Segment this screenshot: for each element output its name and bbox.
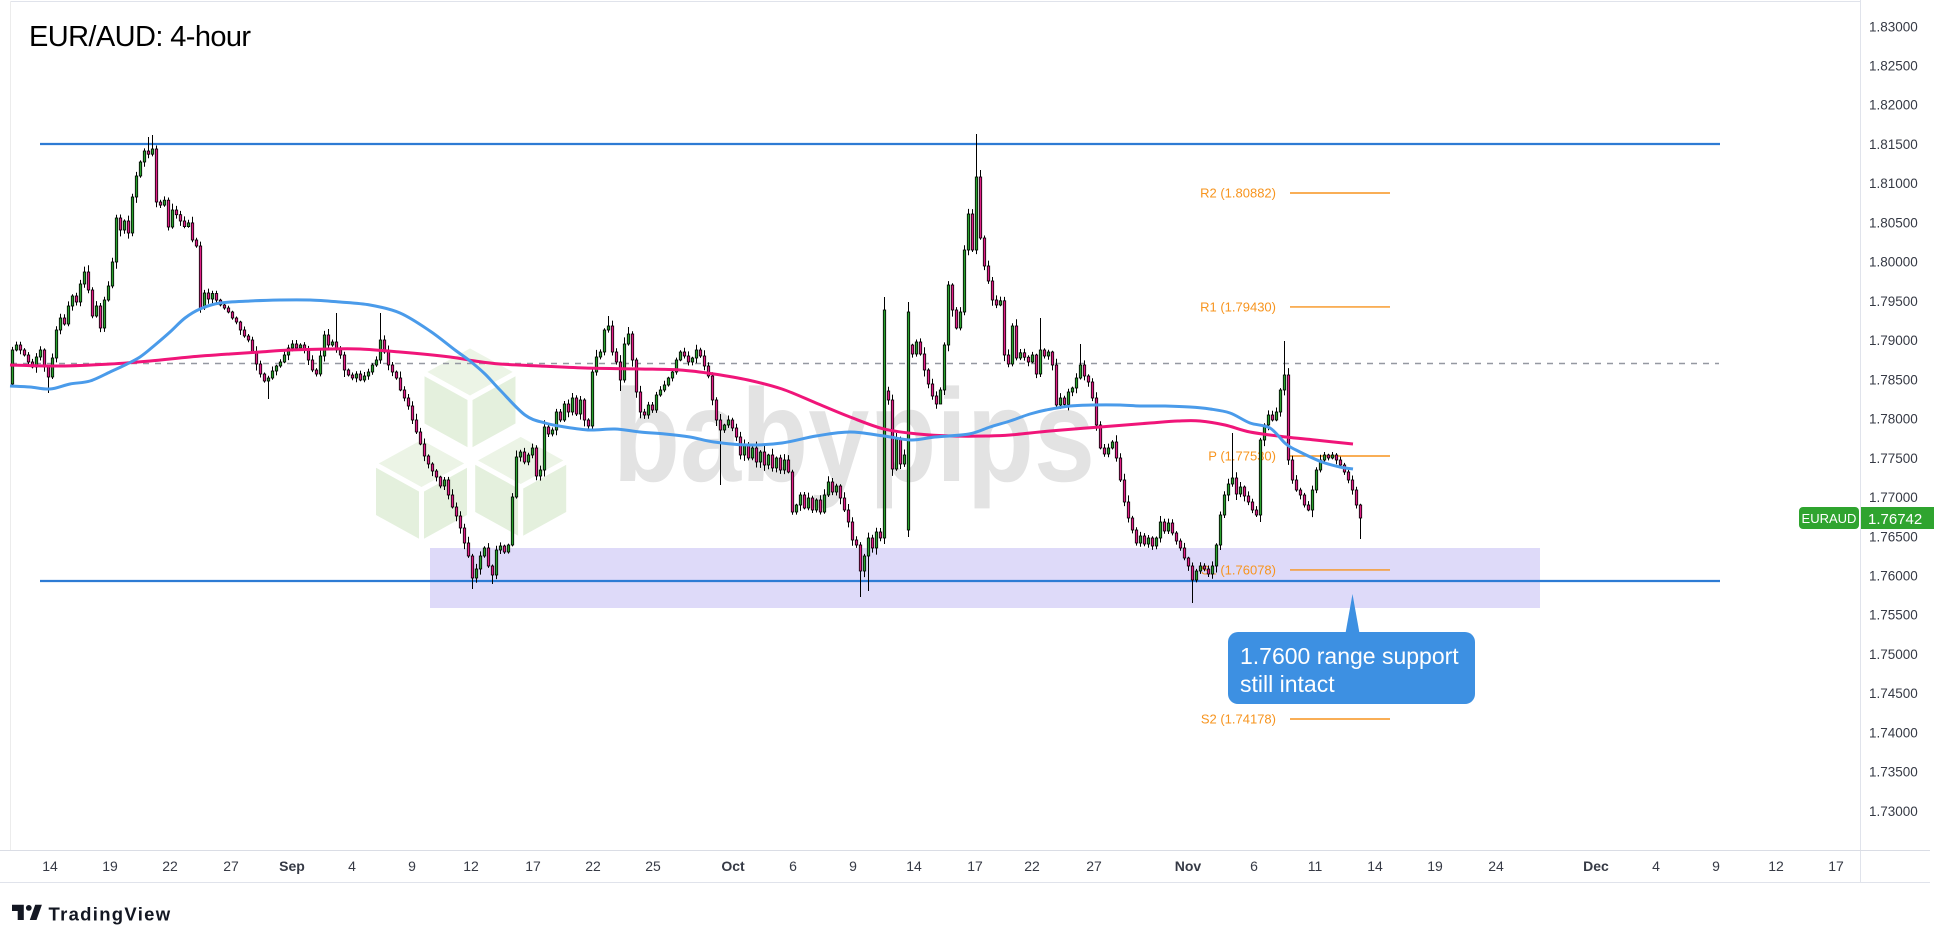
svg-text:1.79000: 1.79000 [1869, 333, 1918, 348]
svg-text:1.82500: 1.82500 [1869, 59, 1918, 74]
svg-text:1.79500: 1.79500 [1869, 294, 1918, 309]
svg-text:6: 6 [1250, 858, 1258, 874]
svg-text:17: 17 [525, 858, 541, 874]
svg-text:14: 14 [42, 858, 58, 874]
svg-text:Oct: Oct [721, 858, 745, 874]
svg-text:1.83000: 1.83000 [1869, 19, 1918, 34]
svg-text:1.74500: 1.74500 [1869, 686, 1918, 701]
svg-text:9: 9 [408, 858, 416, 874]
svg-text:22: 22 [1024, 858, 1040, 874]
svg-text:1.76000: 1.76000 [1869, 569, 1918, 584]
svg-text:S1 (1.76078): S1 (1.76078) [1201, 562, 1276, 577]
svg-text:1.73500: 1.73500 [1869, 765, 1918, 780]
svg-text:1.7600 range support: 1.7600 range support [1240, 643, 1459, 669]
svg-text:19: 19 [1427, 858, 1443, 874]
svg-text:1.78500: 1.78500 [1869, 372, 1918, 387]
svg-text:Sep: Sep [279, 858, 305, 874]
svg-text:Dec: Dec [1583, 858, 1609, 874]
svg-text:1.75500: 1.75500 [1869, 608, 1918, 623]
svg-text:1.76742: 1.76742 [1868, 511, 1922, 528]
svg-text:1.73000: 1.73000 [1869, 804, 1918, 819]
svg-text:12: 12 [463, 858, 479, 874]
svg-text:1.75000: 1.75000 [1869, 647, 1918, 662]
svg-text:22: 22 [585, 858, 601, 874]
svg-text:22: 22 [162, 858, 178, 874]
svg-text:17: 17 [967, 858, 983, 874]
svg-text:4: 4 [348, 858, 356, 874]
svg-text:25: 25 [645, 858, 661, 874]
svg-text:TradingView: TradingView [49, 904, 172, 925]
svg-text:1.74000: 1.74000 [1869, 725, 1918, 740]
svg-text:1.78000: 1.78000 [1869, 412, 1918, 427]
svg-text:1.81000: 1.81000 [1869, 176, 1918, 191]
svg-text:9: 9 [849, 858, 857, 874]
svg-text:1.82000: 1.82000 [1869, 98, 1918, 113]
svg-text:1.80000: 1.80000 [1869, 255, 1918, 270]
svg-text:R1 (1.79430): R1 (1.79430) [1200, 299, 1276, 314]
svg-text:9: 9 [1712, 858, 1720, 874]
svg-text:1.77000: 1.77000 [1869, 490, 1918, 505]
svg-text:14: 14 [1367, 858, 1383, 874]
svg-text:12: 12 [1768, 858, 1784, 874]
svg-text:27: 27 [223, 858, 239, 874]
svg-text:17: 17 [1828, 858, 1844, 874]
svg-text:14: 14 [906, 858, 922, 874]
svg-text:Nov: Nov [1175, 858, 1202, 874]
svg-text:19: 19 [102, 858, 118, 874]
svg-text:R2 (1.80882): R2 (1.80882) [1200, 186, 1276, 201]
svg-text:1.81500: 1.81500 [1869, 137, 1918, 152]
svg-text:EUR/AUD: 4-hour: EUR/AUD: 4-hour [29, 21, 251, 53]
svg-text:1.76500: 1.76500 [1869, 529, 1918, 544]
svg-text:P (1.77530): P (1.77530) [1208, 449, 1276, 464]
svg-text:27: 27 [1086, 858, 1102, 874]
svg-text:4: 4 [1652, 858, 1660, 874]
svg-text:11: 11 [1308, 858, 1323, 874]
svg-text:1.80500: 1.80500 [1869, 215, 1918, 230]
svg-text:6: 6 [789, 858, 797, 874]
svg-text:1.77500: 1.77500 [1869, 451, 1918, 466]
svg-text:S2 (1.74178): S2 (1.74178) [1201, 712, 1276, 727]
svg-text:24: 24 [1488, 858, 1504, 874]
svg-text:still intact: still intact [1240, 671, 1335, 697]
svg-text:EURAUD: EURAUD [1802, 511, 1857, 526]
